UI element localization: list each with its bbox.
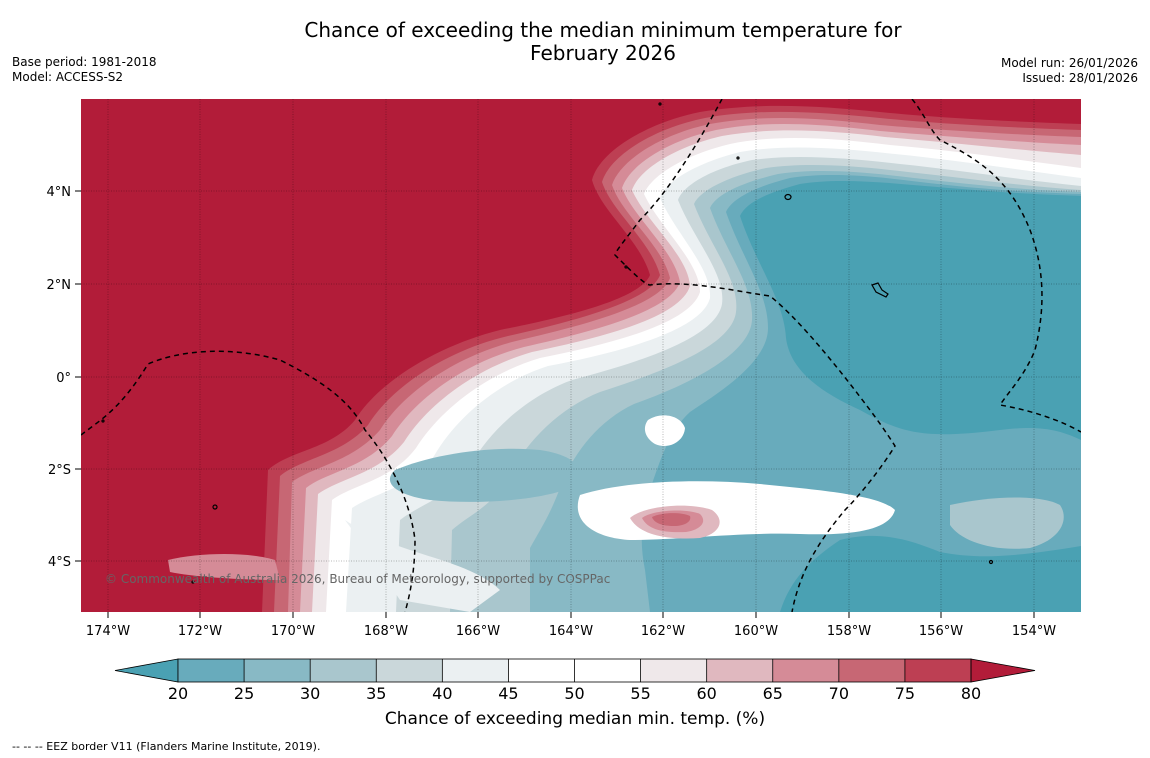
map-field xyxy=(81,99,1081,612)
meta-left: Base period: 1981-2018 Model: ACCESS-S2 xyxy=(12,55,157,85)
model-label: Model: ACCESS-S2 xyxy=(12,70,124,84)
colorbar-segment xyxy=(310,659,377,682)
lon-labels: 174°W 172°W 170°W 168°W 166°W 164°W 162°… xyxy=(86,624,1056,639)
colorbar: 20 25 30 35 40 45 50 55 60 65 70 75 80 xyxy=(114,658,1036,703)
cool-pocket-east xyxy=(950,497,1064,549)
colorbar-tick-label: 60 xyxy=(696,684,716,703)
colorbar-segment xyxy=(508,659,575,682)
lon-label: 172°W xyxy=(178,624,222,639)
lon-label: 158°W xyxy=(827,624,871,639)
title-line-2: February 2026 xyxy=(530,41,676,65)
colorbar-segment xyxy=(772,659,839,682)
colorbar-tick-label: 25 xyxy=(234,684,254,703)
colorbar-tick-label: 75 xyxy=(895,684,915,703)
lon-label: 162°W xyxy=(641,624,685,639)
colorbar-tick-label: 50 xyxy=(564,684,584,703)
colorbar-title: Chance of exceeding median min. temp. (%… xyxy=(384,709,766,729)
copyright-notice: © Commonwealth of Australia 2026, Bureau… xyxy=(105,572,611,586)
colorbar-arrow-low xyxy=(114,658,179,683)
colorbar-segment xyxy=(640,659,707,682)
graticule xyxy=(81,99,1081,612)
colorbar-segment xyxy=(244,659,311,682)
issued-label: Issued: 28/01/2026 xyxy=(1022,71,1138,85)
lat-label: 0° xyxy=(56,371,71,386)
islands xyxy=(101,102,994,584)
colorbar-tick-label: 80 xyxy=(961,684,981,703)
colorbar-tick-label: 40 xyxy=(432,684,452,703)
lon-label: 164°W xyxy=(549,624,593,639)
lon-label: 170°W xyxy=(271,624,315,639)
lat-label: 4°N xyxy=(47,185,72,200)
colorbar-segment xyxy=(574,659,641,682)
band-20 xyxy=(740,180,1081,440)
eez-footnote: -- -- -- EEZ border V11 (Flanders Marine… xyxy=(12,740,321,753)
meta-right: Model run: 26/01/2026 Issued: 28/01/2026 xyxy=(1001,56,1138,86)
warm-tail-southwest xyxy=(168,554,280,580)
lat-label: 2°N xyxy=(47,278,72,293)
lon-label: 160°W xyxy=(734,624,778,639)
colorbar-tick-label: 20 xyxy=(168,684,188,703)
colorbar-tick-label: 35 xyxy=(366,684,386,703)
colorbar-tick-label: 45 xyxy=(498,684,518,703)
axis-ticks xyxy=(75,190,1035,618)
lon-label: 156°W xyxy=(919,624,963,639)
colorbar-segment xyxy=(706,659,773,682)
base-period-label: Base period: 1981-2018 xyxy=(12,55,157,69)
colorbar-segment xyxy=(838,659,905,682)
colorbar-tick-label: 65 xyxy=(763,684,783,703)
colorbar-arrow-high xyxy=(970,658,1036,683)
colorbar-tick-label: 55 xyxy=(630,684,650,703)
cool-pocket-south xyxy=(389,448,579,502)
colorbar-tick-label: 70 xyxy=(829,684,849,703)
model-run-label: Model run: 26/01/2026 xyxy=(1000,56,1138,70)
lon-label: 168°W xyxy=(364,624,408,639)
lon-label: 166°W xyxy=(456,624,500,639)
colorbar-segment xyxy=(442,659,509,682)
lon-label: 154°W xyxy=(1012,624,1056,639)
lat-labels: 4°N 2°N 0° 2°S 4°S xyxy=(47,185,72,570)
colorbar-segment xyxy=(904,659,971,682)
white-patch-north xyxy=(644,415,685,447)
lat-label: 4°S xyxy=(48,555,71,570)
eez-borders xyxy=(81,99,1081,612)
title-line-1: Chance of exceeding the median minimum t… xyxy=(304,18,902,42)
lon-label: 174°W xyxy=(86,624,130,639)
colorbar-segment xyxy=(376,659,443,682)
band-20-southeast xyxy=(780,535,1081,612)
colorbar-segment xyxy=(178,659,245,682)
lat-label: 2°S xyxy=(48,463,71,478)
warm-blob-75 xyxy=(652,513,691,526)
colorbar-tick-label: 30 xyxy=(300,684,320,703)
chart-title: Chance of exceeding the median minimum t… xyxy=(0,19,1150,65)
white-tongue-southwest xyxy=(345,520,500,612)
